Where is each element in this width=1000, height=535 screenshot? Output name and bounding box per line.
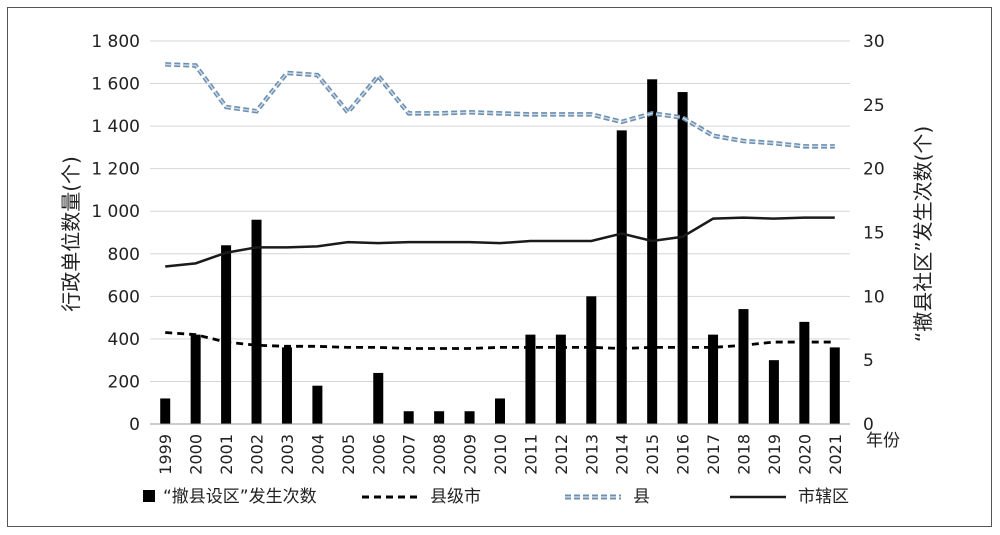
bar <box>586 296 597 424</box>
bar <box>677 92 688 425</box>
x-tick-label: 2001 <box>217 434 236 475</box>
x-tick-label: 2013 <box>582 434 601 475</box>
x-tick-label: 1999 <box>156 434 175 475</box>
y-tick-label: 1 800 <box>91 32 140 52</box>
bar <box>829 347 840 424</box>
bar-series <box>160 79 840 425</box>
y2-tick-label: 20 <box>863 160 885 180</box>
left-axis-ticks: 0 200 400 600 800 1 000 1 200 1 400 1 600 1 800 <box>91 32 140 435</box>
bar <box>434 411 445 424</box>
x-tick-label: 2018 <box>734 434 753 475</box>
bar <box>616 130 627 424</box>
y-axis-label: 行政单位数量(个) <box>59 156 83 312</box>
legend-bar-label: “撤县设区”发生次数 <box>163 487 317 507</box>
series-line-县级市 <box>165 331 835 350</box>
bar <box>555 334 566 424</box>
x-tick-label: 2004 <box>308 434 327 475</box>
y-tick-label: 1 200 <box>91 160 140 180</box>
bar <box>464 411 475 424</box>
bar <box>281 347 292 424</box>
y-tick-label: 800 <box>108 245 140 265</box>
series-line-县 <box>165 62 835 149</box>
y-tick-label: 0 <box>129 415 140 435</box>
bar <box>403 411 414 424</box>
bar <box>799 321 810 424</box>
x-axis-unit: 年份 <box>866 431 900 451</box>
y2-tick-label: 10 <box>863 287 885 307</box>
x-tick-label: 2015 <box>643 434 662 475</box>
bar <box>221 245 232 424</box>
y-tick-label: 200 <box>108 372 140 392</box>
x-tick-label: 2006 <box>369 434 388 475</box>
y-tick-label: 1 600 <box>91 75 140 95</box>
x-tick-label: 2019 <box>765 434 784 475</box>
y2-tick-label: 15 <box>863 224 885 244</box>
x-tick-label: 2011 <box>521 434 540 475</box>
y-tick-label: 1 400 <box>91 117 140 137</box>
y2-axis-label: “撤县社区”发生次数(个) <box>911 126 935 342</box>
x-tick-label: 2017 <box>704 434 723 475</box>
x-tick-label: 2014 <box>613 434 632 475</box>
x-tick-label: 2005 <box>339 434 358 475</box>
x-tick-label: 2007 <box>400 434 419 475</box>
x-tick-label: 2000 <box>187 434 206 475</box>
bar <box>495 398 505 424</box>
x-tick-label: 2012 <box>552 434 571 475</box>
legend-county-label: 县 <box>633 487 650 507</box>
series-line-市辖区 <box>165 216 835 268</box>
x-tick-label: 2008 <box>430 434 449 475</box>
y-tick-label: 400 <box>108 330 140 350</box>
bar <box>190 334 201 424</box>
y-tick-label: 600 <box>108 287 140 307</box>
bar <box>768 360 779 424</box>
x-tick-label: 2009 <box>461 434 480 475</box>
bar <box>525 334 536 424</box>
y2-tick-label: 0 <box>863 415 874 435</box>
y2-tick-label: 25 <box>863 96 885 116</box>
bar <box>647 79 658 425</box>
legend-county-city-label: 县级市 <box>430 487 481 507</box>
x-tick-label: 2003 <box>278 434 297 475</box>
x-tick-label: 2010 <box>491 434 510 475</box>
right-axis-ticks: 0 5 10 15 20 25 30 <box>863 32 885 435</box>
gridlines <box>150 40 850 382</box>
x-tick-label: 2021 <box>826 434 845 475</box>
bar <box>708 334 719 424</box>
legend: “撤县设区”发生次数 县级市 县 市辖区 <box>143 487 849 507</box>
bar <box>373 372 384 424</box>
y2-tick-label: 30 <box>863 32 885 52</box>
bar <box>312 385 323 424</box>
x-tick-label: 2016 <box>674 434 693 475</box>
chart-frame <box>7 7 992 527</box>
y-tick-label: 1 000 <box>91 202 140 222</box>
legend-district-label: 市辖区 <box>798 487 849 507</box>
legend-bar-swatch <box>143 490 155 502</box>
x-axis-ticks: 1999 2000 2001 2002 2003 2004 2005 2006 2007 2008… <box>156 434 845 475</box>
line-series <box>165 62 835 350</box>
bar <box>251 219 262 424</box>
bar <box>738 309 749 424</box>
x-tick-label: 2020 <box>795 434 814 475</box>
bar <box>160 398 171 424</box>
series-line-县-highlight <box>165 63 835 148</box>
x-tick-label: 2002 <box>248 434 267 475</box>
y2-tick-label: 5 <box>863 351 874 371</box>
